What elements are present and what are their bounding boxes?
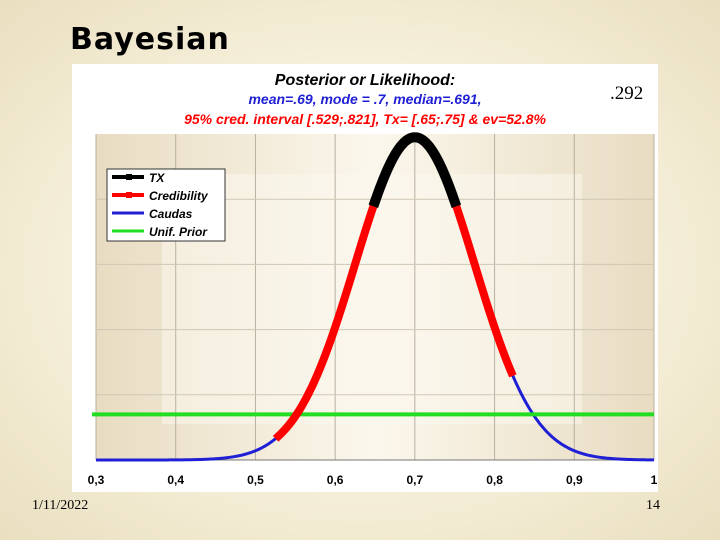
series-tx-line xyxy=(368,132,462,208)
x-tick-label: 0,6 xyxy=(327,473,344,487)
footer-date: 1/11/2022 xyxy=(32,498,89,513)
slide-title: Bayesian xyxy=(70,22,230,57)
page-number: 14 xyxy=(646,498,660,513)
x-tick-label: 0,9 xyxy=(566,473,583,487)
chart-title: Posterior or Likelihood: xyxy=(275,72,455,89)
legend-label-credibility: Credibility xyxy=(149,189,209,203)
legend-label-caudas: Caudas xyxy=(149,207,193,221)
series-layer xyxy=(92,132,655,462)
legend-item-credibility: Credibility xyxy=(112,189,209,203)
chart-subtitle-line1: mean=.69, mode = .7, median=.691, xyxy=(248,91,481,107)
x-tick-label: 0,3 xyxy=(88,473,105,487)
legend-box xyxy=(106,168,226,242)
x-tick-label: 0,5 xyxy=(247,473,264,487)
x-tick-label: 0,4 xyxy=(167,473,184,487)
legend: TX Credibility Caudas Unif. Prior xyxy=(106,168,226,242)
legend-label-tx: TX xyxy=(149,171,165,185)
x-tick-label: 0,7 xyxy=(407,473,424,487)
legend-item-tx: TX xyxy=(112,171,165,185)
legend-label-unif-prior: Unif. Prior xyxy=(149,225,208,239)
legend-item-caudas: Caudas xyxy=(112,207,193,221)
chart-container: Posterior or Likelihood: mean=.69, mode … xyxy=(72,64,658,492)
x-axis-ticks: 0,3 0,4 0,5 0,6 0,7 0,8 0,9 1 xyxy=(88,473,658,487)
ev-value-label: .292 xyxy=(610,83,644,104)
legend-item-unif-prior: Unif. Prior xyxy=(112,225,208,239)
x-tick-label: 1 xyxy=(651,473,658,487)
posterior-chart: Posterior or Likelihood: mean=.69, mode … xyxy=(88,72,658,487)
chart-subtitle-line2: 95% cred. interval [.529;.821], Tx= [.65… xyxy=(184,111,546,127)
x-tick-label: 0,8 xyxy=(486,473,503,487)
